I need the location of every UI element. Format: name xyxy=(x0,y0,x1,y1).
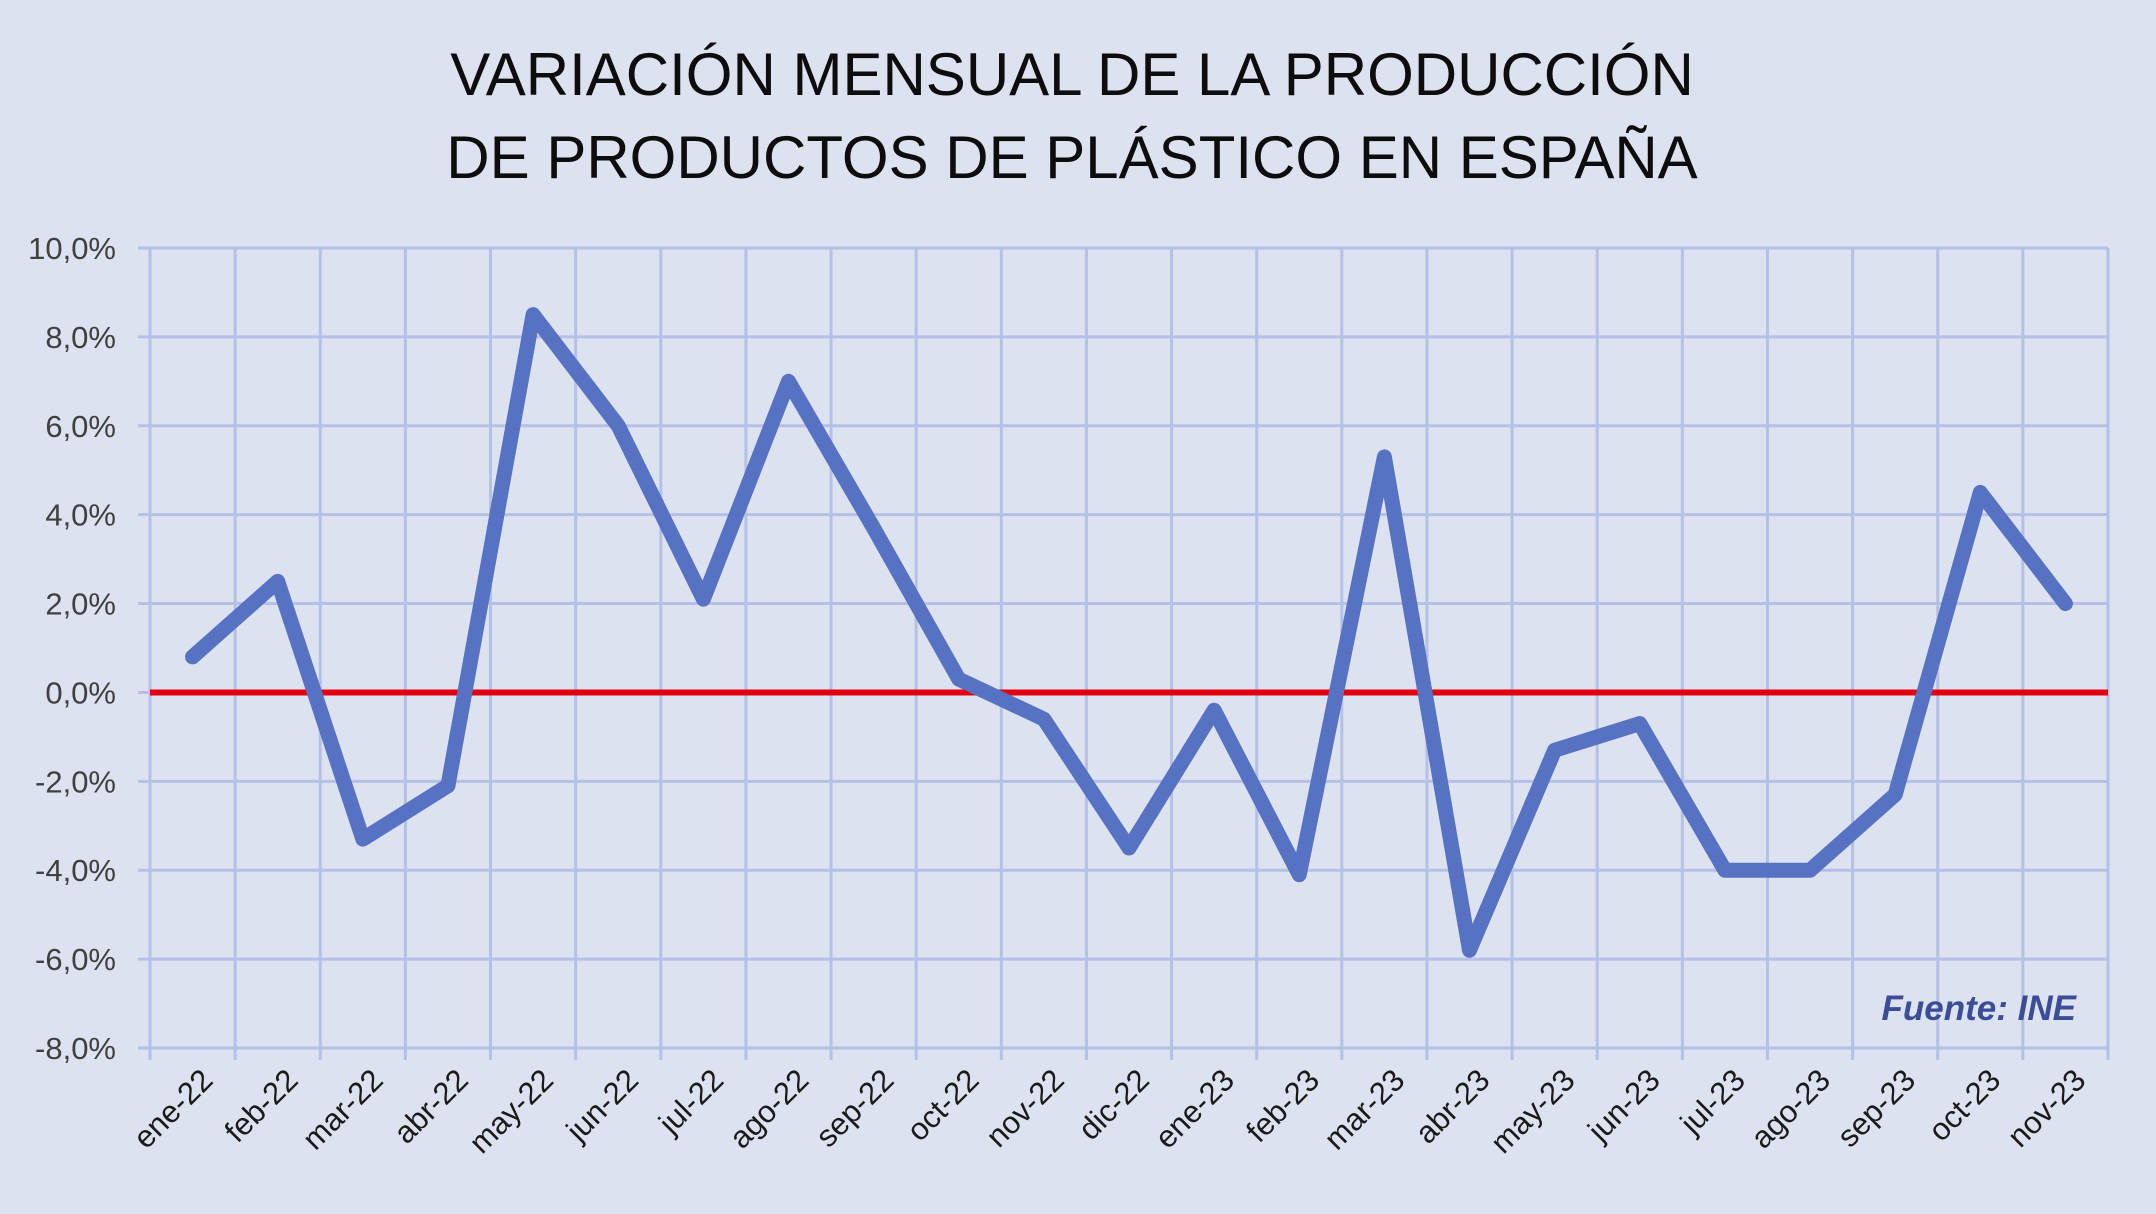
y-tick-label: -2,0% xyxy=(35,764,116,799)
chart-title-line-1: VARIACIÓN MENSUAL DE LA PRODUCCIÓN xyxy=(450,41,1694,108)
x-tick-label: oct-23 xyxy=(1922,1062,2008,1148)
data-point xyxy=(440,778,455,793)
data-point xyxy=(1292,867,1307,882)
data-point xyxy=(185,649,200,664)
data-point xyxy=(355,832,370,847)
y-tick-label: 2,0% xyxy=(45,587,116,622)
x-tick-label: ago-23 xyxy=(1744,1062,1837,1155)
x-tick-label: ago-22 xyxy=(722,1062,815,1155)
x-tick-label: sep-23 xyxy=(1830,1062,1922,1154)
x-tick-label: jul-23 xyxy=(1673,1062,1752,1141)
y-tick-label: -8,0% xyxy=(35,1031,116,1066)
x-tick-label: abr-23 xyxy=(1408,1062,1496,1150)
x-tick-label: feb-22 xyxy=(218,1062,305,1149)
y-tick-label: -4,0% xyxy=(35,853,116,888)
y-tick-label: -6,0% xyxy=(35,942,116,977)
data-point xyxy=(951,672,966,687)
data-point xyxy=(1888,787,1903,802)
x-tick-label: jul-22 xyxy=(651,1062,730,1141)
data-point xyxy=(526,307,541,322)
y-tick-label: 6,0% xyxy=(45,409,116,444)
vertical-gridlines xyxy=(148,248,2110,1060)
y-axis-ticks: 10,0% 8,0% 6,0% 4,0% 2,0% 0,0% -2,0% -4,0% -6,0%… xyxy=(28,231,116,1066)
x-tick-label: may-22 xyxy=(462,1062,560,1160)
x-tick-label: ene-23 xyxy=(1148,1062,1241,1155)
data-point xyxy=(781,374,796,389)
data-point xyxy=(1803,863,1818,878)
data-point xyxy=(1973,485,1988,500)
data-point xyxy=(1036,712,1051,727)
x-tick-label: dic-22 xyxy=(1071,1062,1155,1146)
data-point xyxy=(1462,943,1477,958)
horizontal-gridlines xyxy=(138,246,2108,1050)
data-point xyxy=(270,574,285,589)
x-tick-label: mar-23 xyxy=(1317,1062,1411,1156)
x-tick-label: sep-22 xyxy=(809,1062,901,1154)
data-point xyxy=(1632,716,1647,731)
data-point xyxy=(1547,743,1562,758)
data-point xyxy=(1207,703,1222,718)
x-tick-label: jun-23 xyxy=(1580,1062,1666,1148)
x-tick-label: jun-22 xyxy=(559,1062,645,1148)
data-point xyxy=(696,592,711,607)
x-tick-label: mar-22 xyxy=(296,1062,390,1156)
data-points xyxy=(185,307,2073,958)
y-tick-label: 4,0% xyxy=(45,498,116,533)
x-tick-label: nov-22 xyxy=(979,1062,1071,1154)
y-tick-label: 10,0% xyxy=(28,231,116,266)
x-tick-label: oct-22 xyxy=(900,1062,986,1148)
x-tick-label: abr-22 xyxy=(387,1062,475,1150)
data-point xyxy=(611,418,626,433)
y-tick-label: 8,0% xyxy=(45,320,116,355)
data-point xyxy=(1717,863,1732,878)
data-point xyxy=(1122,841,1136,855)
chart-title-line-2: DE PRODUCTOS DE PLÁSTICO EN ESPAÑA xyxy=(446,124,1697,191)
data-point xyxy=(1377,449,1392,464)
source-label: Fuente: INE xyxy=(1882,989,2078,1028)
data-point xyxy=(2058,596,2073,611)
x-tick-label: ene-22 xyxy=(127,1062,220,1155)
data-point xyxy=(866,521,881,535)
x-tick-label: nov-23 xyxy=(2001,1062,2093,1154)
x-tick-label: feb-23 xyxy=(1239,1062,1326,1149)
x-tick-label: may-23 xyxy=(1484,1062,1582,1160)
y-tick-label: 0,0% xyxy=(45,675,116,710)
